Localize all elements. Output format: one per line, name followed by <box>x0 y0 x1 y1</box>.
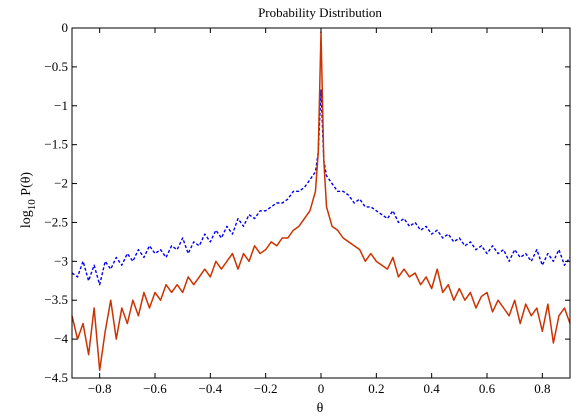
y-tick-label: −1.5 <box>44 137 68 152</box>
y-tick-label: −1 <box>54 98 68 113</box>
x-tick-label: −0.8 <box>88 381 112 396</box>
x-tick-label: −0.6 <box>143 381 167 396</box>
series-line-2 <box>71 31 571 371</box>
y-axis-label-sub: 10 <box>26 199 38 211</box>
y-tick-label: −0.5 <box>44 59 68 74</box>
svg-text:log10 P(θ): log10 P(θ) <box>19 172 38 229</box>
y-tick-label: −3 <box>54 253 68 268</box>
x-tick-label: 0.6 <box>479 381 496 396</box>
axes-box <box>71 27 571 379</box>
x-tick-label: −0.4 <box>199 381 223 396</box>
x-tick-label: −0.2 <box>254 381 278 396</box>
series-line-1 <box>71 89 571 286</box>
y-axis-label: log10 P(θ) <box>19 172 38 229</box>
y-tick-label: −4 <box>54 331 68 346</box>
y-tick-label: −4.5 <box>44 370 68 385</box>
x-tick-label: 0.4 <box>424 381 441 396</box>
y-tick-label: −2.5 <box>44 214 68 229</box>
y-tick-label: −2 <box>54 176 68 191</box>
y-axis-label-log: log <box>19 210 34 228</box>
y-axis-label-rest: P(θ) <box>19 172 34 200</box>
x-tick-label: 0.2 <box>368 381 384 396</box>
x-axis-label: θ <box>317 401 324 416</box>
y-tick-label: 0 <box>62 20 69 35</box>
x-tick-label: 0.8 <box>534 381 550 396</box>
y-tick-label: −3.5 <box>44 292 68 307</box>
plot-area: −0.8 −0.6 −0.4 −0.2 0 0.2 0.4 0.6 0.8 0 −0.5 −1 −1.5… <box>44 20 571 396</box>
x-tick-label: 0 <box>318 381 325 396</box>
chart-title: Probability Distribution <box>258 5 382 20</box>
